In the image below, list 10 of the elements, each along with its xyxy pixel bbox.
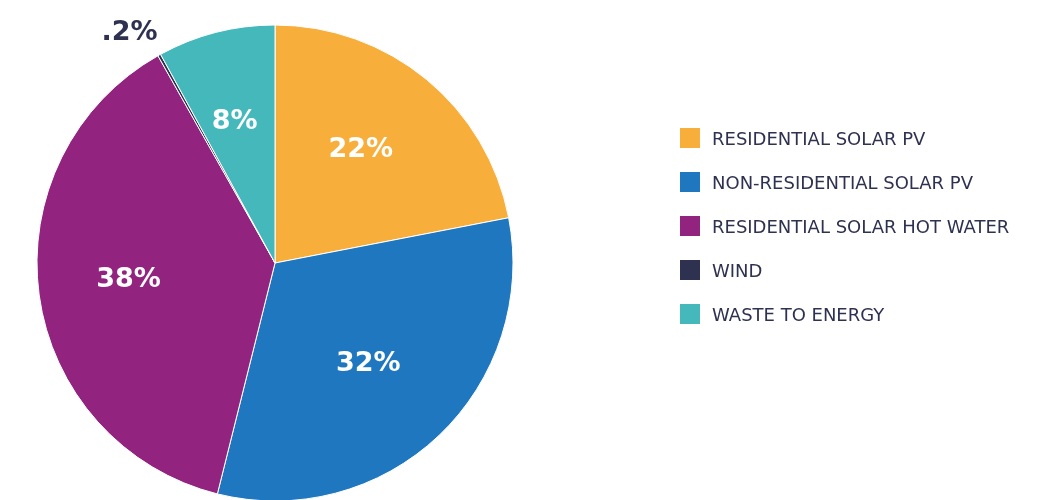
data-label: 32% xyxy=(335,346,401,378)
legend-label: WASTE TO ENERGY xyxy=(712,303,885,325)
legend-label: RESIDENTIAL SOLAR PV xyxy=(712,127,926,149)
data-label: .2% xyxy=(101,15,158,47)
data-label: 38% xyxy=(96,261,161,293)
legend-label: NON-RESIDENTIAL SOLAR PV xyxy=(712,171,974,193)
legend-label: RESIDENTIAL SOLAR HOT WATER xyxy=(712,215,1010,237)
data-label: 8% xyxy=(211,104,258,136)
legend-label: WIND xyxy=(712,259,763,281)
data-label: 22% xyxy=(328,132,394,164)
